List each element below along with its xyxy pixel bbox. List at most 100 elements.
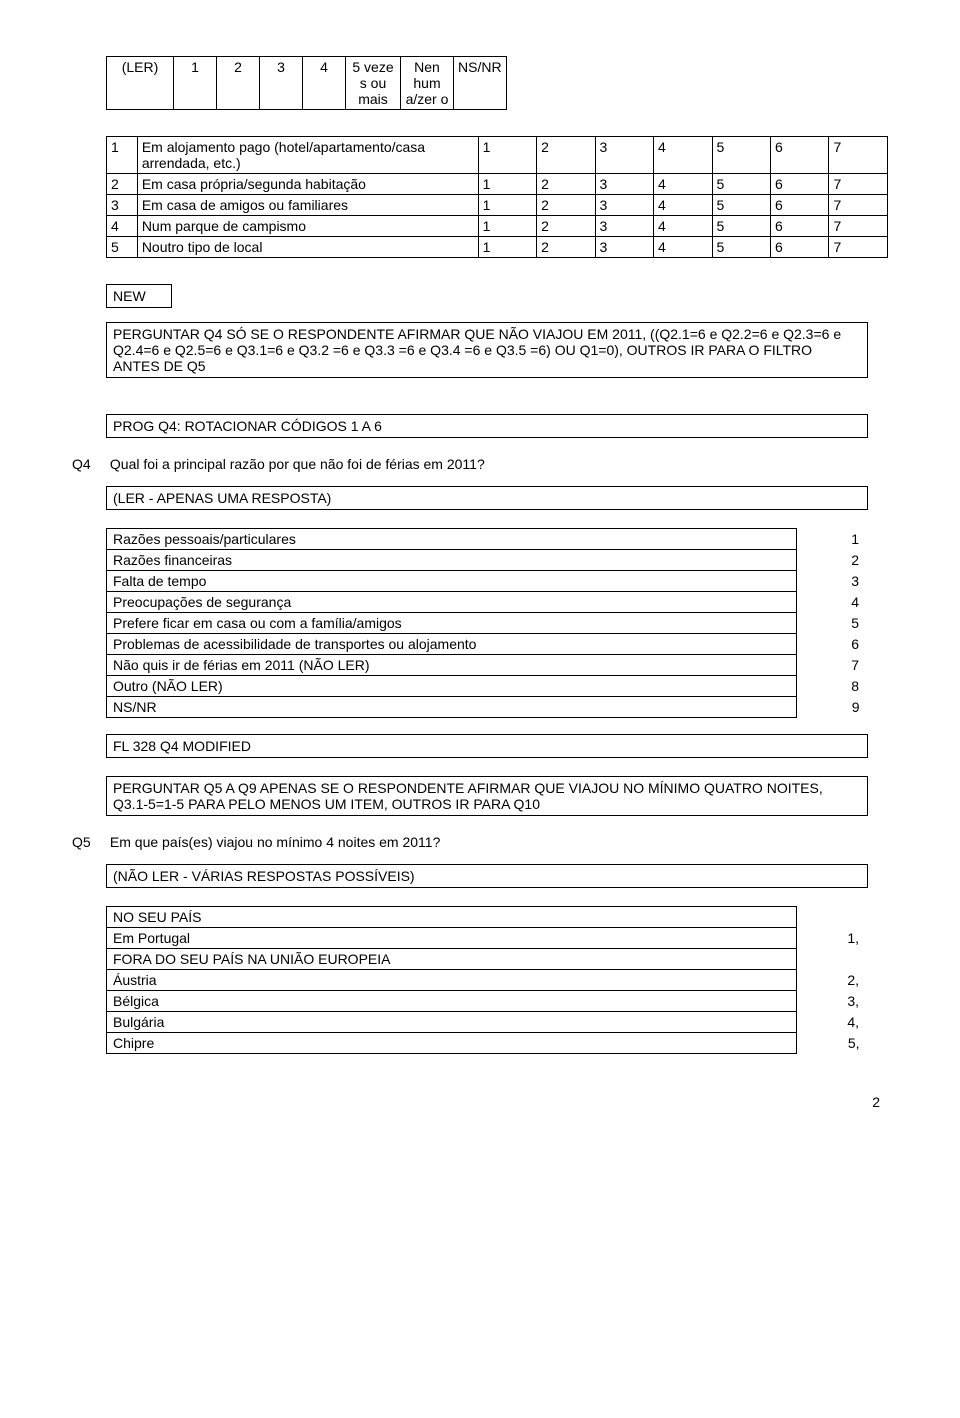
col-1: 1 (174, 57, 217, 110)
cell: 1 (478, 237, 536, 258)
country-num: 4, (797, 1012, 866, 1033)
col-4: 4 (303, 57, 346, 110)
cell: 1 (478, 174, 536, 195)
cell: 5 (712, 174, 770, 195)
new-box: NEW (106, 284, 172, 308)
answer-label: Prefere ficar em casa ou com a família/a… (107, 613, 797, 634)
country-num: 2, (797, 970, 866, 991)
col-2: 2 (217, 57, 260, 110)
cell: 7 (829, 174, 888, 195)
country-label: Áustria (107, 970, 797, 991)
row-num: 3 (107, 195, 138, 216)
row-num: 4 (107, 216, 138, 237)
cell: 1 (478, 195, 536, 216)
answer-num: 8 (797, 676, 866, 697)
cell: 4 (654, 174, 712, 195)
cell: 7 (829, 237, 888, 258)
answer-row: Prefere ficar em casa ou com a família/a… (107, 613, 866, 634)
answer-label: Razões financeiras (107, 550, 797, 571)
row-label: Num parque de campismo (137, 216, 478, 237)
cell: 3 (595, 237, 653, 258)
col-6: Nen hum a/zer o (401, 57, 454, 110)
row-label: Noutro tipo de local (137, 237, 478, 258)
cell: 5 (712, 195, 770, 216)
country-num: 3, (797, 991, 866, 1012)
country-label: Bélgica (107, 991, 797, 1012)
answer-num: 9 (797, 697, 866, 718)
row-num: 5 (107, 237, 138, 258)
q4-answers: Razões pessoais/particulares1 Razões fin… (106, 528, 866, 718)
cell: 4 (654, 137, 712, 174)
cell: 4 (654, 237, 712, 258)
q5-id: Q5 (72, 834, 106, 850)
perguntar-q4-box: PERGUNTAR Q4 SÓ SE O RESPONDENTE AFIRMAR… (106, 322, 868, 378)
answer-num: 5 (797, 613, 866, 634)
row-label: Em casa de amigos ou familiares (137, 195, 478, 216)
q5-instr-box: (NÃO LER - VÁRIAS RESPOSTAS POSSÍVEIS) (106, 864, 868, 888)
answer-row: Problemas de acessibilidade de transport… (107, 634, 866, 655)
ler-header-table: (LER) 1 2 3 4 5 veze s ou mais Nen hum a… (106, 56, 507, 110)
answer-row: Razões financeiras2 (107, 550, 866, 571)
cell: 3 (595, 195, 653, 216)
cell: 1 (478, 137, 536, 174)
cell: 6 (771, 216, 829, 237)
answer-row: NS/NR9 (107, 697, 866, 718)
cell: 6 (771, 237, 829, 258)
answer-row: Razões pessoais/particulares1 (107, 529, 866, 550)
col-5: 5 veze s ou mais (346, 57, 401, 110)
answer-row: Preocupações de segurança4 (107, 592, 866, 613)
country-label: Em Portugal (107, 928, 797, 949)
table-row: 3 Em casa de amigos ou familiares 1 2 3 … (107, 195, 888, 216)
cell: 7 (829, 195, 888, 216)
q4-instr-box: (LER - APENAS UMA RESPOSTA) (106, 486, 868, 510)
prog-q4-box: PROG Q4: ROTACIONAR CÓDIGOS 1 A 6 (106, 414, 868, 438)
cell: 3 (595, 174, 653, 195)
perguntar-q5-box: PERGUNTAR Q5 A Q9 APENAS SE O RESPONDENT… (106, 776, 868, 816)
col-3: 3 (260, 57, 303, 110)
col-ler: (LER) (107, 57, 174, 110)
answer-label: Problemas de acessibilidade de transport… (107, 634, 797, 655)
q5-text: Em que país(es) viajou no mínimo 4 noite… (110, 834, 870, 850)
q4-text: Qual foi a principal razão por que não f… (110, 456, 870, 472)
row-label: Em casa própria/segunda habitação (137, 174, 478, 195)
cell: 5 (712, 237, 770, 258)
q5-line: Q5 Em que país(es) viajou no mínimo 4 no… (72, 834, 888, 850)
cell: 6 (771, 195, 829, 216)
section-header: NO SEU PAÍS (107, 907, 797, 928)
answer-row: Falta de tempo3 (107, 571, 866, 592)
table-row: 5 Noutro tipo de local 1 2 3 4 5 6 7 (107, 237, 888, 258)
cell: 1 (478, 216, 536, 237)
answer-num: 3 (797, 571, 866, 592)
q5-country-table: NO SEU PAÍS Em Portugal1, FORA DO SEU PA… (106, 906, 866, 1054)
cell: 7 (829, 216, 888, 237)
cell: 3 (595, 216, 653, 237)
country-label: Bulgária (107, 1012, 797, 1033)
q4-line: Q4 Qual foi a principal razão por que nã… (72, 456, 888, 472)
q4-id: Q4 (72, 456, 106, 472)
answer-label: NS/NR (107, 697, 797, 718)
table-row: 4 Num parque de campismo 1 2 3 4 5 6 7 (107, 216, 888, 237)
row-label: Em alojamento pago (hotel/apartamento/ca… (137, 137, 478, 174)
answer-label: Outro (NÃO LER) (107, 676, 797, 697)
cell: 2 (537, 237, 595, 258)
answer-label: Preocupações de segurança (107, 592, 797, 613)
answer-label: Não quis ir de férias em 2011 (NÃO LER) (107, 655, 797, 676)
cell: 2 (537, 137, 595, 174)
cell: 2 (537, 174, 595, 195)
table-row: 2 Em casa própria/segunda habitação 1 2 … (107, 174, 888, 195)
cell: 4 (654, 216, 712, 237)
answer-label: Razões pessoais/particulares (107, 529, 797, 550)
cell: 2 (537, 195, 595, 216)
page-number: 2 (72, 1094, 888, 1110)
row-num: 2 (107, 174, 138, 195)
country-label: Chipre (107, 1033, 797, 1054)
cell: 7 (829, 137, 888, 174)
answer-num: 4 (797, 592, 866, 613)
col-7: NS/NR (454, 57, 507, 110)
row-num: 1 (107, 137, 138, 174)
cell: 6 (771, 174, 829, 195)
cell: 3 (595, 137, 653, 174)
answer-row: Outro (NÃO LER)8 (107, 676, 866, 697)
answer-num: 1 (797, 529, 866, 550)
answer-num: 6 (797, 634, 866, 655)
